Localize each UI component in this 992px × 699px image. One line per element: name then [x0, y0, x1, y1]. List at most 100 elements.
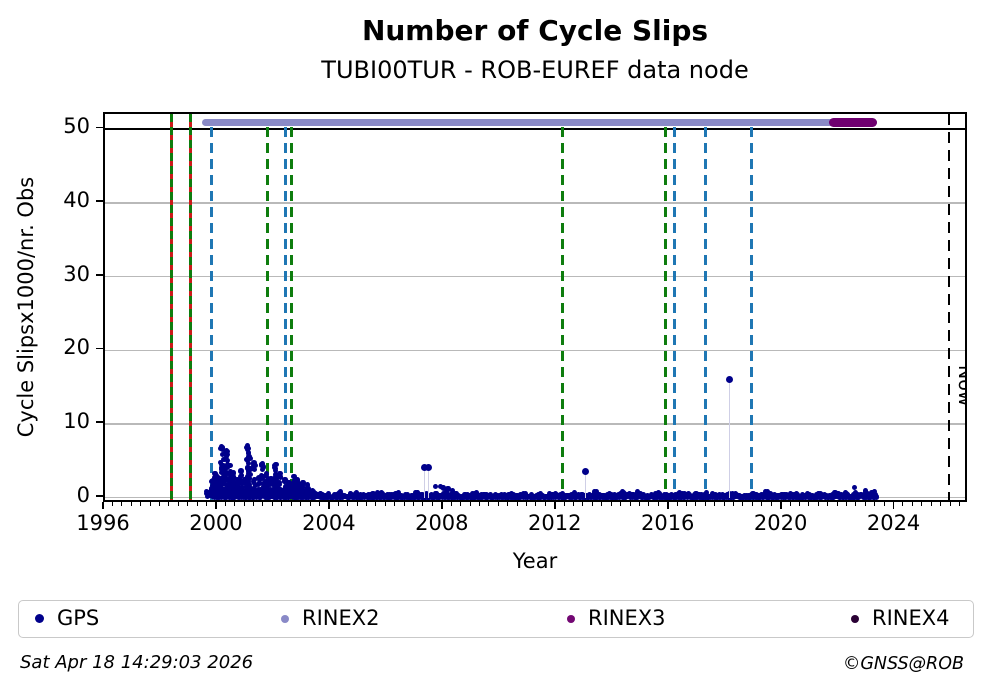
gps-point — [264, 486, 270, 492]
x-minor-tick — [930, 502, 932, 506]
gps-point — [231, 491, 237, 497]
x-minor-tick — [290, 502, 292, 506]
gps-point — [252, 483, 258, 489]
legend-item-gps: GPS — [35, 601, 99, 636]
gps-point — [220, 477, 226, 483]
gps-point — [300, 494, 306, 500]
format-bar-rinex2 — [202, 118, 878, 126]
gps-point — [286, 479, 292, 486]
x-minor-tick — [620, 502, 622, 506]
gps-point — [224, 458, 230, 464]
x-major-tick — [215, 502, 217, 509]
gps-point — [223, 488, 229, 494]
gps-point — [223, 473, 229, 479]
gps-point — [425, 464, 433, 472]
gps-point — [220, 456, 227, 463]
event-line-blue — [750, 127, 754, 500]
x-minor-tick — [318, 502, 320, 506]
gps-point — [299, 479, 306, 486]
gps-point — [256, 488, 262, 494]
rinex4-dot-icon — [851, 614, 859, 623]
gps-point — [244, 443, 251, 449]
gps-point — [260, 465, 266, 471]
gps-point — [607, 491, 613, 497]
gps-point — [250, 487, 256, 493]
gps-point — [657, 491, 663, 497]
gridline-y40 — [105, 202, 965, 204]
x-minor-tick — [375, 502, 377, 506]
gps-point — [295, 489, 301, 495]
rinex3-dot-icon — [567, 614, 575, 623]
gps-point — [220, 466, 226, 472]
x-tick-label: 2016 — [640, 511, 695, 535]
x-minor-tick — [544, 502, 546, 506]
gps-point — [415, 492, 421, 498]
x-minor-tick — [168, 502, 170, 506]
gps-point — [415, 490, 421, 496]
timestamp: Sat Apr 18 14:29:03 2026 — [20, 652, 254, 673]
x-minor-tick — [573, 502, 575, 506]
y-tick-label: 40 — [63, 188, 90, 213]
gps-point — [471, 494, 477, 500]
x-minor-tick — [469, 502, 471, 506]
x-major-tick — [327, 502, 330, 509]
gps-point — [304, 482, 311, 488]
gps-point — [246, 453, 253, 460]
x-minor-tick — [751, 502, 753, 506]
x-minor-tick — [704, 502, 706, 506]
gps-point — [370, 491, 376, 497]
gps-point — [226, 471, 232, 477]
gps-point — [227, 488, 233, 494]
gps-point — [214, 489, 220, 495]
gps-point — [274, 473, 280, 479]
gps-point — [432, 483, 438, 489]
x-minor-tick — [902, 502, 904, 506]
x-minor-tick — [855, 502, 857, 506]
gps-point — [277, 470, 283, 477]
gps-point — [252, 490, 258, 496]
gps-point — [259, 461, 266, 467]
x-minor-tick — [657, 502, 659, 506]
y-major-tick — [96, 273, 103, 276]
event-line-red-green — [188, 114, 193, 500]
outlier-stem — [424, 470, 426, 498]
y-tick-label: 50 — [63, 114, 90, 139]
x-minor-tick — [488, 502, 490, 506]
gps-point — [218, 460, 224, 466]
gps-point — [789, 492, 794, 498]
gps-point — [227, 462, 233, 469]
gps-point — [263, 471, 270, 477]
gps-point — [264, 480, 270, 486]
gps-point — [234, 477, 241, 483]
gps-point — [263, 494, 269, 500]
outlier-stem — [584, 474, 586, 498]
x-minor-tick — [949, 502, 951, 506]
gps-point — [852, 490, 858, 496]
gps-point — [286, 495, 292, 500]
gps-point — [305, 487, 311, 493]
y-major-tick — [96, 347, 103, 350]
plot-area: Now — [103, 112, 967, 502]
x-minor-tick — [817, 502, 819, 506]
gps-point — [246, 478, 252, 484]
gps-point — [621, 491, 627, 497]
gps-point — [537, 494, 543, 500]
x-minor-tick — [827, 502, 829, 506]
gps-point — [250, 465, 256, 471]
event-line-blue — [704, 127, 708, 500]
x-tick-label: 2024 — [866, 511, 921, 535]
gps-point — [294, 477, 301, 483]
gps-point — [394, 491, 400, 497]
gps-point — [260, 476, 266, 482]
x-minor-tick — [497, 502, 499, 506]
gps-point — [594, 489, 600, 495]
x-minor-tick — [224, 502, 226, 506]
y-major-tick — [96, 200, 103, 203]
x-minor-tick — [413, 502, 415, 506]
x-minor-tick — [911, 502, 913, 506]
event-line-blue — [284, 127, 288, 500]
gps-point — [230, 483, 236, 489]
gps-point — [213, 478, 219, 484]
rinex2-dot-icon — [281, 614, 289, 623]
gps-point — [218, 491, 224, 497]
